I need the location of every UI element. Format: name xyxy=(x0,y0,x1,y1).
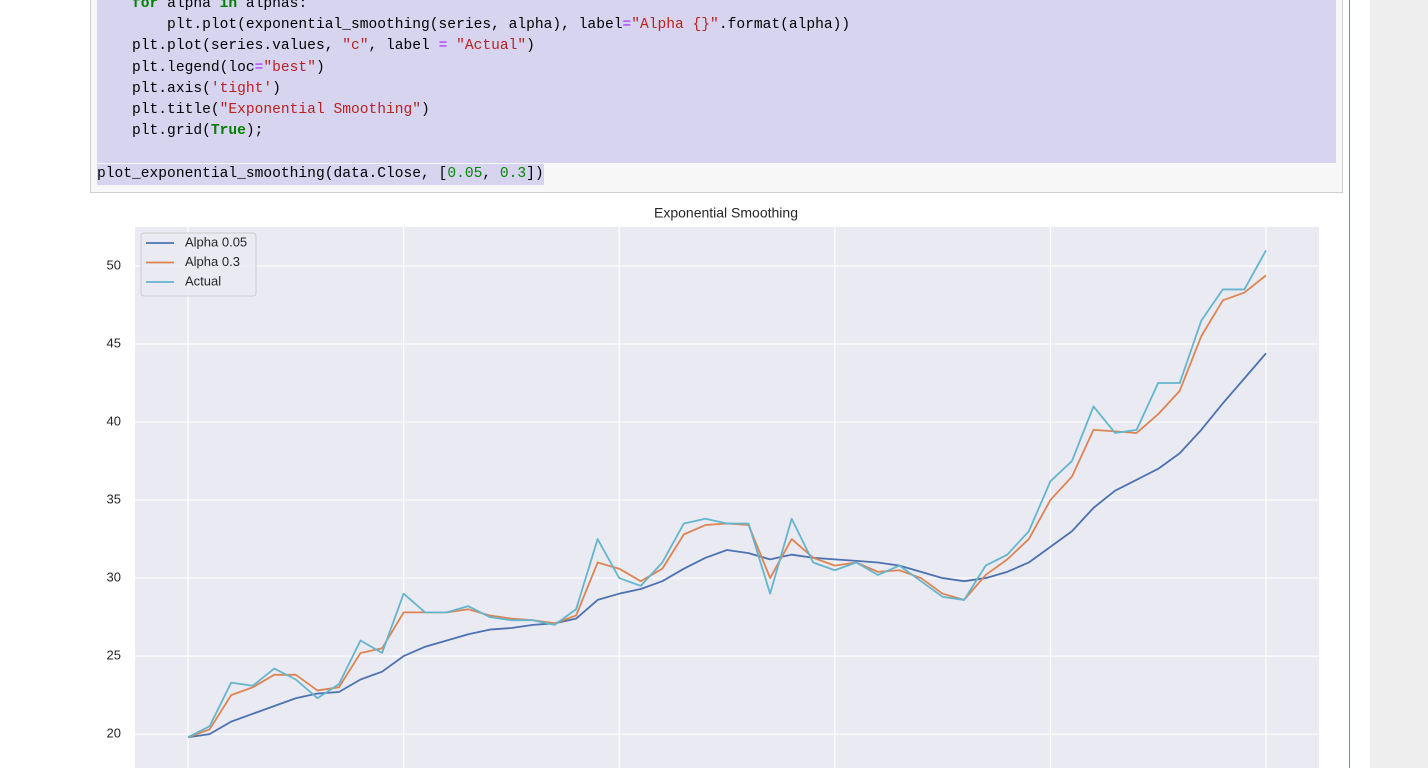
series-line xyxy=(187,352,1267,739)
legend-box xyxy=(140,232,257,297)
code-token-str: "Exponential Smoothing" xyxy=(219,102,422,118)
code-token: ]) xyxy=(526,165,544,182)
code-token: plt.axis( xyxy=(97,80,211,97)
code-token: ); xyxy=(245,123,264,140)
code-token: plt.grid( xyxy=(97,123,211,140)
code-token: plot_exponential_smoothing(data.Close, [ xyxy=(97,165,448,182)
y-tick-label: 35 xyxy=(107,491,121,506)
y-tick-label: 20 xyxy=(107,726,121,741)
series-line xyxy=(187,249,1267,739)
code-token: plt.title( xyxy=(97,102,220,118)
y-tick-label: 45 xyxy=(107,335,121,350)
legend-label: Actual xyxy=(185,273,221,288)
code-token-str: "best" xyxy=(263,59,316,76)
code-token: ) xyxy=(272,80,281,97)
cell-border xyxy=(1349,0,1350,768)
code-token-op: = xyxy=(622,17,632,34)
code-token-str: 'tight' xyxy=(210,80,273,97)
y-tick-label: 30 xyxy=(107,570,121,585)
code-token-num: 0.05 xyxy=(447,165,483,182)
code-token-str: "Actual" xyxy=(456,38,527,55)
y-tick-label: 40 xyxy=(107,413,121,428)
code-token: .format(alpha)) xyxy=(718,17,851,34)
code-token-kw: in xyxy=(219,0,238,12)
code-token: ) xyxy=(315,59,325,76)
y-tick-label: 25 xyxy=(107,648,121,663)
code-token: plt.legend(loc xyxy=(97,59,255,76)
chart: Exponential Smoothing 20 25 30 35 40 45 50 Alph… xyxy=(107,205,1319,768)
code-line: plt.title("Exponential Smoothing") xyxy=(97,100,430,121)
plot-area xyxy=(135,227,1319,768)
side-panel xyxy=(1370,0,1428,768)
code-line: plot_exponential_smoothing(data.Close, [… xyxy=(97,163,544,185)
code-token-kw: for xyxy=(132,0,159,12)
code-line: plt.grid(True); xyxy=(97,121,263,142)
code-token-op: = xyxy=(254,59,264,76)
code-line: plt.legend(loc="best") xyxy=(97,58,325,79)
y-tick-label: 50 xyxy=(107,257,121,272)
legend-label: Alpha 0.3 xyxy=(185,254,240,269)
code-token-op: = xyxy=(438,38,448,55)
legend-label: Alpha 0.05 xyxy=(185,234,247,249)
code-token-num: 0.3 xyxy=(499,165,527,182)
code-token: , xyxy=(482,165,500,182)
code-token: alpha xyxy=(158,0,220,12)
code-token: ) xyxy=(421,102,430,118)
code-line: for alpha in alphas: xyxy=(97,0,307,15)
code-token: , label xyxy=(368,38,439,55)
code-line: plt.plot(series.values, "c", label = "Ac… xyxy=(97,36,535,57)
selection xyxy=(97,0,1336,163)
code-token-str: "Alpha {}" xyxy=(631,17,719,34)
code-token-kw: True xyxy=(210,123,246,140)
code-token: plt.plot(series.values, xyxy=(97,38,343,55)
code-token: plt.plot(exponential_smoothing(series, a… xyxy=(97,17,623,34)
code-token-str: "c" xyxy=(342,38,369,55)
code-line: plt.plot(exponential_smoothing(series, a… xyxy=(97,15,850,36)
code-line: plt.axis('tight') xyxy=(97,79,281,100)
chart-title: Exponential Smoothing xyxy=(654,205,798,221)
code-token: ) xyxy=(526,38,535,55)
code-token: alphas: xyxy=(237,0,308,12)
